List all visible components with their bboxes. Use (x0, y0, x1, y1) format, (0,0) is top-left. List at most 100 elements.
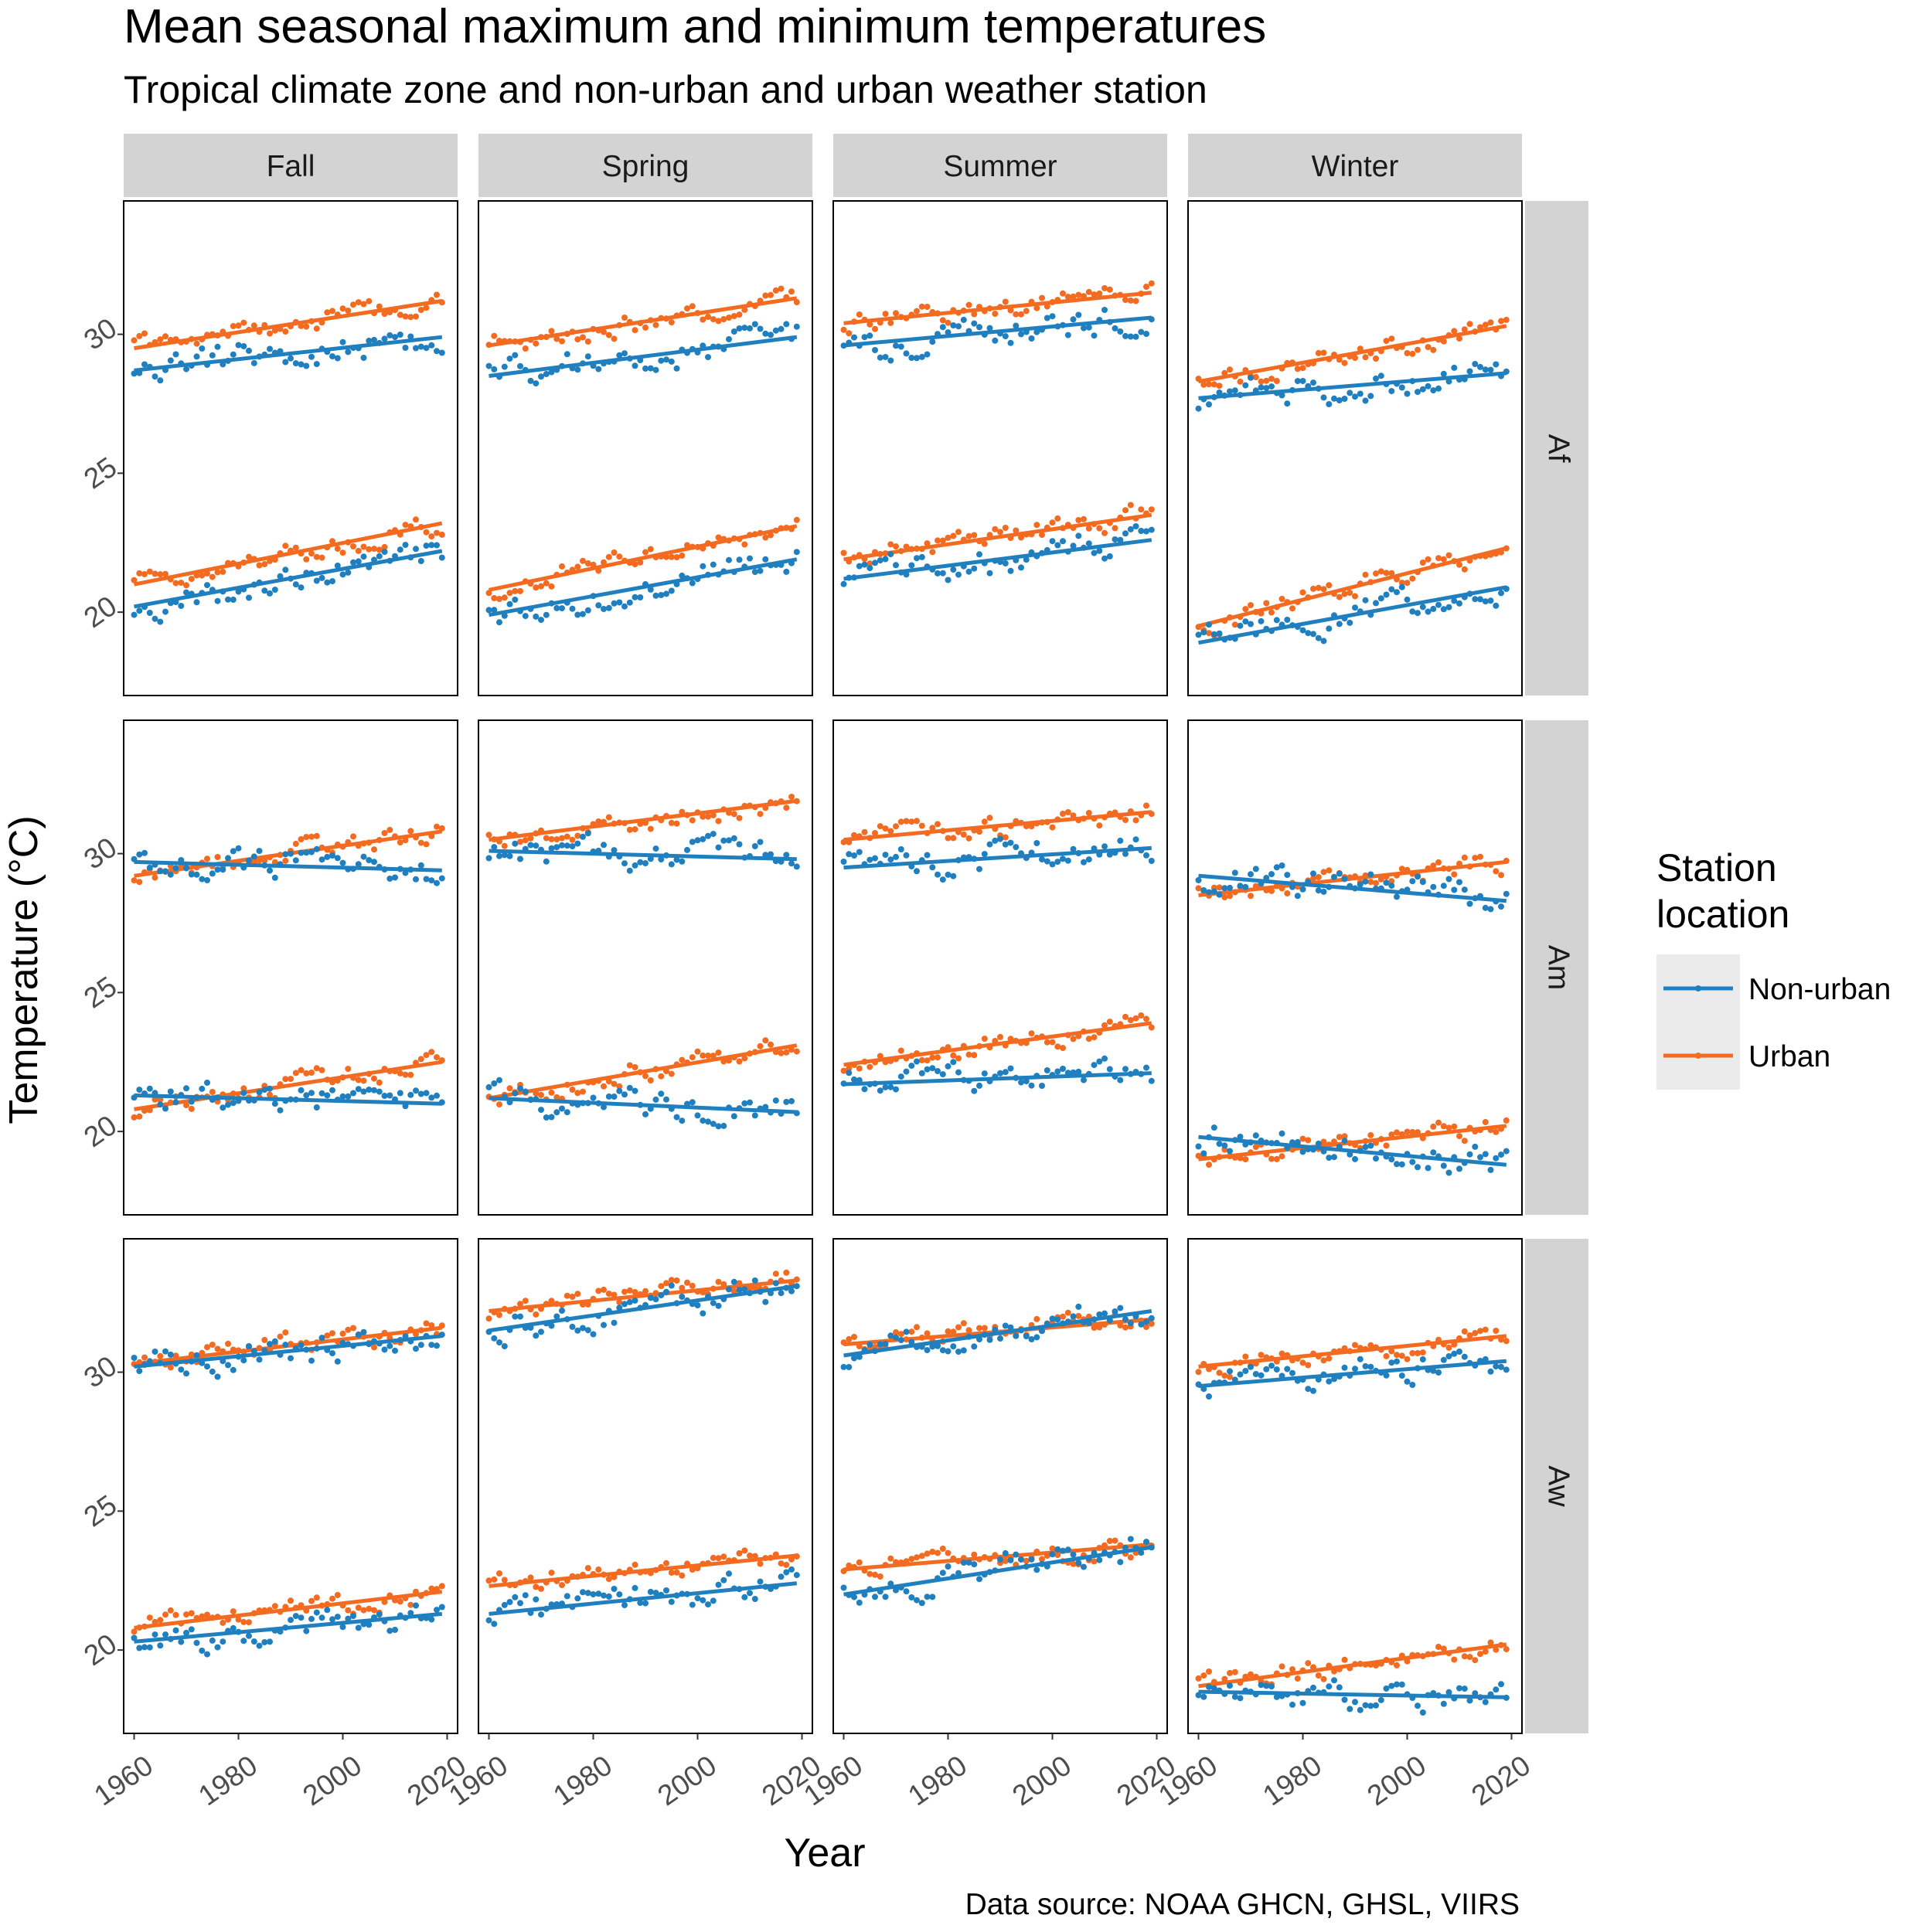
trend-aw-fall-non-urban-max-line (134, 1334, 443, 1369)
data-point (1227, 1148, 1233, 1155)
data-point (882, 1340, 889, 1347)
data-point (533, 842, 540, 849)
data-point (1425, 556, 1432, 563)
trend-af-summer-non-urban-max-line (843, 315, 1152, 348)
data-point (1341, 1656, 1348, 1663)
data-point (611, 335, 618, 342)
data-point (1101, 307, 1108, 313)
data-point (960, 1560, 967, 1566)
data-point (1002, 841, 1009, 848)
data-point (1440, 370, 1447, 377)
trend-af-fall-non-urban-max-line (134, 335, 443, 372)
data-point (271, 327, 278, 334)
data-point (1132, 836, 1139, 843)
data-point (840, 326, 847, 333)
data-point (298, 1087, 305, 1094)
data-point (1007, 567, 1014, 574)
data-point (616, 1087, 623, 1094)
data-point (1477, 1328, 1483, 1335)
data-point (355, 861, 362, 868)
panel-border (832, 200, 1168, 696)
data-point (741, 1547, 748, 1554)
data-point (1419, 386, 1426, 393)
data-point (355, 1332, 362, 1338)
data-point (1388, 586, 1395, 593)
data-point (303, 362, 310, 369)
legend-label-non-urban: Non-urban (1748, 973, 1891, 1006)
data-point (1210, 888, 1217, 895)
data-point (1357, 1706, 1364, 1713)
data-point (1002, 1557, 1009, 1564)
data-point (172, 580, 179, 587)
data-point (663, 1560, 669, 1566)
y-tick-label: 25 (78, 970, 122, 1014)
data-point (762, 330, 769, 337)
data-point (694, 837, 701, 844)
data-point (637, 594, 644, 600)
data-point (673, 1569, 680, 1576)
data-point (271, 587, 278, 594)
data-point (584, 560, 591, 566)
data-point (788, 1566, 795, 1573)
data-point (1326, 625, 1333, 632)
data-point (621, 315, 628, 321)
data-point (757, 325, 764, 332)
data-point (543, 858, 550, 865)
data-point (1472, 596, 1479, 603)
data-point (689, 303, 696, 310)
data-point (1081, 1563, 1087, 1570)
trend-af-winter-urban-min-group (1195, 545, 1510, 639)
data-point (1002, 1322, 1009, 1329)
data-point (397, 311, 403, 318)
data-point (1143, 1318, 1149, 1325)
data-point (1404, 1378, 1411, 1385)
data-point (574, 1291, 581, 1298)
data-point (955, 1069, 962, 1076)
data-point (939, 317, 946, 324)
data-point (1044, 858, 1050, 865)
data-point (313, 1065, 320, 1072)
data-point (392, 1627, 398, 1633)
data-point (1064, 332, 1071, 338)
data-point (1383, 1352, 1390, 1359)
data-point (172, 1627, 179, 1634)
data-point (1456, 600, 1462, 607)
data-point (1002, 560, 1009, 566)
data-point (673, 365, 680, 372)
data-point (1320, 394, 1327, 401)
data-point (1466, 1151, 1473, 1158)
data-point (992, 837, 999, 844)
data-point (710, 811, 717, 818)
data-point (1138, 1012, 1145, 1019)
data-point (673, 1277, 680, 1284)
data-point (945, 835, 952, 842)
data-point (334, 1614, 341, 1621)
data-point (1263, 1366, 1270, 1372)
data-point (292, 544, 299, 551)
data-point (960, 1347, 967, 1354)
data-point (501, 594, 508, 601)
data-point (1326, 1378, 1333, 1385)
data-point (929, 338, 936, 345)
data-point (1096, 1324, 1103, 1331)
data-point (1409, 575, 1416, 582)
data-point (397, 839, 403, 845)
data-point (1195, 877, 1202, 883)
data-source-caption: Data source: NOAA GHCN, GHSL, VIIRS (965, 1888, 1520, 1921)
data-point (1127, 526, 1134, 532)
data-point (496, 1339, 502, 1346)
data-point (1315, 634, 1322, 641)
data-point (172, 865, 179, 872)
data-point (652, 592, 659, 599)
data-point (1049, 519, 1056, 526)
data-point (1200, 381, 1207, 388)
data-point (308, 849, 315, 855)
data-point (1336, 594, 1343, 600)
data-point (616, 599, 623, 606)
data-point (162, 1611, 169, 1618)
data-point (1445, 552, 1452, 559)
data-point (417, 862, 424, 869)
data-point (1388, 1156, 1395, 1163)
data-point (1404, 1355, 1411, 1362)
data-point (1305, 1137, 1312, 1144)
